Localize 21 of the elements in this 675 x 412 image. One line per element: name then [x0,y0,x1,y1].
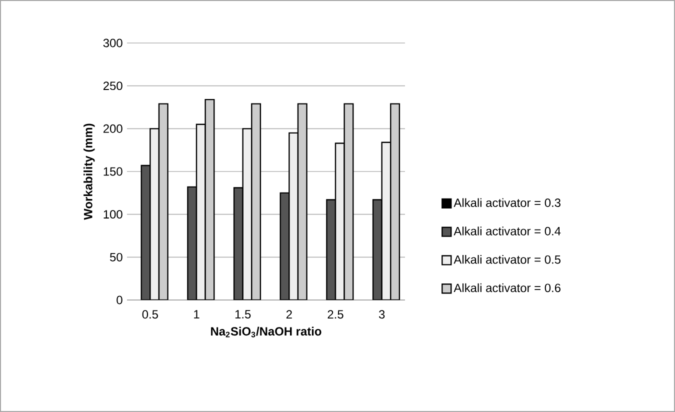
legend-label: Alkali activator = 0.4 [454,226,561,236]
y-axis-title: Workability (mm) [84,124,95,220]
y-tick-label: 150 [104,167,122,176]
y-tick-label: 100 [104,210,122,219]
y-tick-label: 0 [116,296,122,304]
x-tick-label: 1 [194,310,200,318]
x-tick-label: 0.5 [142,310,158,319]
legend-label: Alkali activator = 0.6 [454,283,560,292]
x-tick-label: 3 [378,310,385,319]
y-tick-label: 300 [103,38,122,48]
x-tick-label: 1.5 [235,310,251,318]
bar [390,103,400,300]
y-tick-label: 250 [103,82,122,90]
bar [251,103,262,300]
y-tick-label: 200 [103,124,122,133]
legend-label: Alkali activator = 0.5 [454,255,560,264]
y-tick-label: 50 [110,252,122,262]
x-axis-title: Na$_{2}$SiO$_{3}$/NaOH ratio [211,326,322,338]
legend-label: Alkali activator = 0.3 [454,198,560,207]
x-tick-label: 2.5 [328,310,344,319]
x-tick-label: 2 [286,310,292,319]
